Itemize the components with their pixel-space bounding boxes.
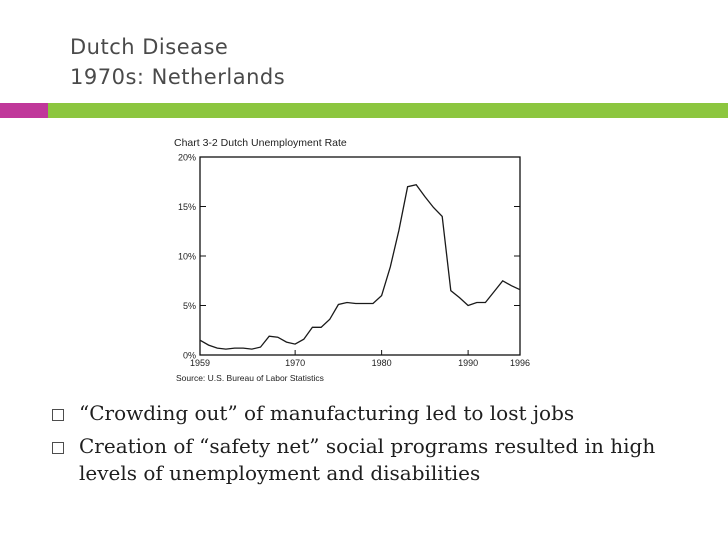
title-line-1: Dutch Disease xyxy=(70,35,229,59)
accent-bar-green xyxy=(48,103,728,118)
square-bullet-icon xyxy=(52,442,64,454)
bullet-list: “Crowding out” of manufacturing led to l… xyxy=(52,400,712,493)
accent-bar-magenta xyxy=(0,103,48,118)
title-line-2: 1970s: Netherlands xyxy=(70,65,286,89)
x-axis: 1959 1970 1980 1990 1996 xyxy=(190,350,530,368)
square-bullet-icon xyxy=(52,409,64,421)
y-tick-label: 20% xyxy=(178,153,196,163)
plot-frame xyxy=(199,156,521,356)
slide-title: Dutch Disease 1970s: Netherlands xyxy=(70,32,285,92)
x-tick-label: 1980 xyxy=(372,358,392,368)
y-tick-label: 10% xyxy=(178,252,196,262)
series-line-unemployment xyxy=(199,183,521,350)
x-tick-label: 1970 xyxy=(285,358,305,368)
bullet-item: Creation of “safety net” social programs… xyxy=(52,433,712,487)
chart-source: Source: U.S. Bureau of Labor Statistics xyxy=(176,373,324,383)
bullet-text: “Crowding out” of manufacturing led to l… xyxy=(79,401,575,425)
x-tick-label: 1996 xyxy=(510,358,530,368)
x-tick-label: 1990 xyxy=(458,358,478,368)
y-tick-label: 15% xyxy=(178,202,196,212)
bullet-text: Creation of “safety net” social programs… xyxy=(79,434,656,485)
y-tick-label: 0% xyxy=(183,351,196,361)
y-axis: 0% 5% 10% 15% 20% xyxy=(178,153,520,361)
unemployment-chart: Chart 3-2 Dutch Unemployment Rate 0% 5% 10… xyxy=(174,137,530,383)
x-tick-label: 1959 xyxy=(190,358,210,368)
chart-title: Chart 3-2 Dutch Unemployment Rate xyxy=(174,137,347,149)
y-tick-label: 5% xyxy=(183,301,196,311)
bullet-item: “Crowding out” of manufacturing led to l… xyxy=(52,400,712,427)
